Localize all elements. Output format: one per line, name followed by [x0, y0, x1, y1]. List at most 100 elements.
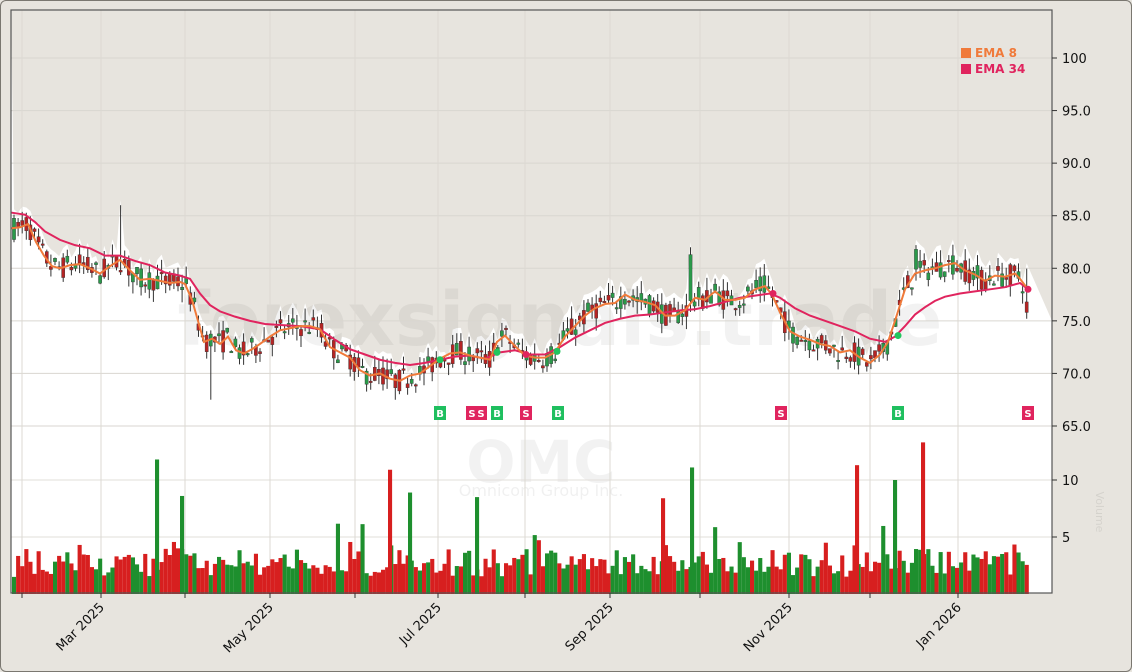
volume-bar — [725, 571, 730, 594]
volume-bar — [53, 561, 58, 594]
volume-bar — [897, 550, 902, 594]
volume-bar — [1012, 544, 1017, 594]
volume-bar — [282, 554, 287, 594]
volume-bar — [791, 575, 796, 594]
price-tick-label: 95.0 — [1062, 105, 1091, 120]
candle-up — [688, 254, 693, 301]
candle-down — [270, 336, 275, 345]
volume-bar — [471, 575, 476, 594]
volume-bar — [1004, 552, 1009, 594]
candle-down — [840, 347, 844, 351]
volume-bar — [229, 565, 234, 594]
buy-signal-badge: B — [491, 406, 503, 420]
volume-bar — [647, 571, 652, 594]
candle-up — [586, 302, 590, 312]
candle-down — [459, 341, 463, 360]
volume-bar — [258, 574, 263, 594]
signal-badge-bg — [434, 406, 446, 420]
volume-bar — [241, 563, 246, 594]
volume-bar — [237, 550, 242, 594]
candle-up — [975, 265, 980, 279]
candle-down — [598, 297, 603, 303]
volume-bar — [631, 554, 636, 594]
candle-up — [832, 344, 836, 347]
volume-bar — [40, 569, 45, 594]
volume-bars — [12, 442, 1029, 594]
candle-up — [455, 343, 459, 356]
candle-up — [713, 283, 717, 291]
volume-bar — [565, 564, 570, 594]
volume-bar — [270, 559, 275, 594]
candle-down — [32, 228, 37, 232]
volume-bar — [921, 442, 926, 594]
x-tick-label: Mar 2025 — [54, 600, 108, 654]
volume-bar — [204, 560, 209, 594]
volume-bar — [110, 567, 115, 594]
volume-bar — [627, 561, 632, 594]
volume-bar — [991, 556, 996, 594]
candle-up — [742, 303, 746, 306]
candle-up — [364, 370, 369, 385]
volume-bar — [741, 557, 746, 594]
candle-down — [955, 267, 959, 272]
candle-up — [910, 287, 914, 290]
volume-bar — [840, 555, 845, 594]
volume-bar — [479, 576, 484, 594]
candle-up — [619, 296, 623, 309]
volume-bar — [491, 549, 496, 594]
volume-bar — [385, 567, 390, 594]
volume-bar — [549, 550, 554, 594]
candle-down — [1024, 301, 1029, 313]
ema34-line — [10, 211, 1029, 367]
signal-badge-bg — [491, 406, 503, 420]
candle-up — [389, 369, 394, 374]
volume-bar — [1000, 553, 1005, 594]
volume-bar — [413, 567, 418, 594]
candle-down — [49, 266, 53, 270]
volume-bar — [126, 554, 131, 594]
signal-badge-label: S — [777, 409, 784, 420]
volume-bar — [299, 560, 304, 594]
volume-bar — [94, 569, 99, 594]
volume-bar — [467, 550, 472, 594]
candle-down — [811, 349, 816, 352]
candle-down — [143, 284, 148, 287]
volume-bar — [963, 552, 968, 594]
volume-bar — [143, 553, 148, 594]
candle-up — [680, 313, 685, 317]
volume-bar — [877, 562, 882, 594]
candle-up — [233, 338, 238, 348]
volume-bar — [942, 573, 947, 594]
candle-down — [69, 266, 74, 271]
volume-bar — [868, 571, 873, 594]
candle-down — [947, 260, 951, 263]
candle-down — [266, 339, 271, 343]
volume-bar — [430, 558, 435, 594]
volume-bar — [692, 562, 697, 594]
volume-bar — [463, 552, 468, 594]
candle-up — [803, 340, 808, 342]
volume-bar — [176, 548, 181, 594]
candle-up — [409, 379, 414, 384]
volume-bar — [217, 556, 222, 594]
volume-bar — [483, 558, 488, 594]
volume-bar — [676, 570, 681, 594]
volume-bar — [758, 558, 763, 594]
candle-down — [278, 319, 283, 324]
volume-bar — [848, 570, 853, 594]
volume-bar — [737, 542, 742, 594]
volume-bar — [520, 554, 525, 594]
volume-tick-label: 10 — [1062, 474, 1079, 489]
candle-up — [135, 267, 139, 275]
candle-up — [951, 255, 955, 275]
volume-bar — [745, 567, 750, 594]
volume-bar — [635, 573, 640, 594]
candle-up — [807, 340, 812, 351]
volume-bar — [844, 576, 849, 594]
volume-bar — [65, 552, 70, 594]
volume-bar — [590, 558, 595, 594]
volume-bar — [516, 559, 521, 594]
volume-bar — [16, 555, 21, 594]
volume-bar — [1020, 561, 1025, 594]
volume-bar — [335, 523, 340, 594]
